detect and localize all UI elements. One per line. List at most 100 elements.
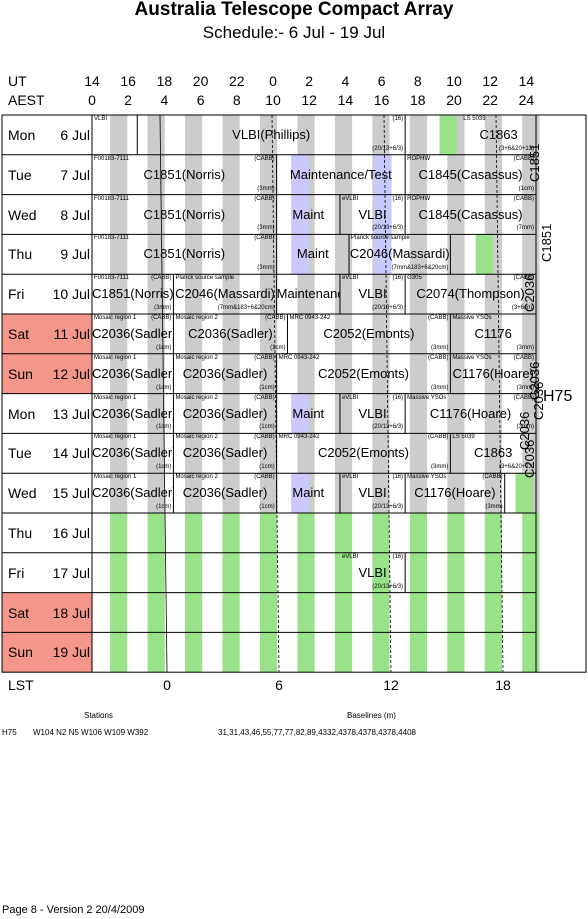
block-frequency-tag: (7mm) <box>516 225 534 232</box>
block-project-label: Maint <box>296 247 329 262</box>
day-name: Wed <box>8 485 37 502</box>
block-backend-tag: (16) <box>392 553 404 560</box>
day-date: 11 Jul <box>53 326 90 342</box>
ut-tick-label: 2 <box>305 73 314 89</box>
block-project-label: C2046(Massardi) <box>349 247 450 262</box>
block-project-label: VLBI(Phillips) <box>232 128 311 142</box>
block-backend-tag: (CABB) <box>151 315 172 321</box>
day-date: 10 Jul <box>52 286 90 303</box>
block-source-name: eVLBI <box>341 474 359 481</box>
block-source-name: LS 5039 <box>463 116 486 122</box>
day-date: 8 Jul <box>60 206 90 223</box>
side-project-label: C2036 <box>522 273 537 312</box>
block-source-name: MRC 0943-242 <box>278 354 320 361</box>
block-frequency-tag: (3mm) <box>154 305 172 311</box>
block-frequency-tag: (1cm) <box>518 185 534 192</box>
side-project-label: C1851 <box>527 143 542 182</box>
block-frequency-tag: (3mm) <box>257 185 275 192</box>
aest-tick-label: 14 <box>337 92 354 108</box>
block-project-label: Maint <box>292 406 325 421</box>
day-date: 14 Jul <box>52 445 90 462</box>
block-frequency-tag: (3mm) <box>516 344 534 351</box>
day-date: 18 Jul <box>52 604 90 621</box>
block-source-name: Mosaic region 2 <box>175 315 218 321</box>
block-frequency-tag: (20/13+6/3) <box>372 504 404 510</box>
ut-tick-label: 14 <box>518 73 535 89</box>
day-date: 12 Jul <box>52 365 90 382</box>
block-project-label: C1845(Casassus) <box>418 167 523 182</box>
page-footer: Page 8 - Version 2 20/4/2009 <box>2 904 145 916</box>
blue-band <box>291 473 309 513</box>
block-backend-tag: (16) <box>392 474 404 481</box>
aest-tick-label: 6 <box>196 92 205 108</box>
block-source-name: Massive YSOs <box>407 474 447 481</box>
block-frequency-tag: (1cm) <box>259 384 275 391</box>
block-project-label: C1851(Norris) <box>143 207 226 222</box>
block-source-name: Mosaic region 2 <box>175 394 218 401</box>
block-backend-tag: (CABB) <box>513 275 534 282</box>
block-project-label: VLBI <box>358 207 387 222</box>
weekend-highlight <box>2 632 92 673</box>
block-backend-tag: (CABB) <box>513 394 534 401</box>
block-backend-tag: (CABB) <box>151 275 172 282</box>
block-frequency-tag: (1cm) <box>259 424 275 431</box>
block-project-label: C2036(Sadler) <box>182 366 268 381</box>
block-project-label: C1176 <box>474 327 512 341</box>
block-frequency-tag: (1cm) <box>156 424 172 431</box>
block-source-name: LS 5039 <box>452 434 475 441</box>
day-date: 16 Jul <box>52 525 90 541</box>
block-backend-tag: (CABB) <box>254 434 275 441</box>
block-project-label: C1851(Norris) <box>143 167 226 182</box>
block-project-label: C2036(Sadler) <box>92 406 174 421</box>
block-project-label: C1845(Casassus) <box>418 207 523 222</box>
blue-band <box>291 154 309 275</box>
block-project-label: C2036(Sadler) <box>182 406 268 421</box>
block-project-label: Maint <box>292 486 325 501</box>
block-backend-tag: (16) <box>392 195 404 202</box>
block-frequency-tag: (20/13+6/3) <box>372 145 404 152</box>
block-backend-tag: (16) <box>392 394 404 401</box>
green-band <box>515 473 533 513</box>
lst-line <box>495 114 504 673</box>
block-project-label: C1176(Hoare) <box>452 366 534 381</box>
block-source-name: eVLBI <box>341 275 359 282</box>
block-frequency-tag: (3mm) <box>516 424 534 431</box>
block-source-name: ROPHW <box>407 155 431 162</box>
ut-axis-label: UT <box>8 73 27 89</box>
block-source-name: F00183-7111 <box>94 195 129 202</box>
block-project-label: C2046(Massardi) <box>175 287 275 302</box>
block-source-name: eVLBI <box>341 394 359 401</box>
block-source-name: F00183-7111 <box>94 155 129 162</box>
day-name: Mon <box>8 127 36 143</box>
block-frequency-tag: (1cm) <box>156 504 172 510</box>
day-name: Sat <box>8 326 30 342</box>
block-project-label: VLBI <box>358 565 387 580</box>
green-band <box>475 234 493 275</box>
stations-config: H75 <box>2 728 17 737</box>
block-project-label: VLBI <box>358 406 387 421</box>
block-project-label: C1851(Norris) <box>143 247 226 262</box>
block-backend-tag: (CABB) <box>254 195 275 202</box>
aest-tick-label: 8 <box>232 92 241 108</box>
block-source-name: MRC 0943-242 <box>278 434 320 441</box>
day-name: Fri <box>8 564 25 581</box>
blue-band <box>374 154 392 275</box>
block-source-name: F00183-7111 <box>94 235 129 242</box>
stations-header: Stations <box>84 711 113 720</box>
block-frequency-tag: (3mm) <box>485 504 503 510</box>
block-frequency-tag: (3mm) <box>431 464 449 471</box>
aest-tick-label: 4 <box>160 92 169 108</box>
block-frequency-tag: (20/13+6/3) <box>372 225 404 232</box>
day-name: Sun <box>8 644 33 661</box>
block-backend-tag: (CABB) <box>513 195 534 202</box>
day-date: 6 Jul <box>60 127 90 143</box>
block-project-label: C2074(Thompson) <box>416 287 525 302</box>
aest-axis-label: AEST <box>8 92 45 108</box>
block-source-name: Mosaic region 1 <box>94 394 137 401</box>
block-frequency-tag: (1cm) <box>156 384 172 391</box>
ut-tick-label: 0 <box>269 73 277 89</box>
aest-tick-label: 24 <box>518 92 535 108</box>
block-project-label: C1176(Hoare) <box>414 486 496 501</box>
block-source-name: VLBI <box>94 116 108 122</box>
ut-tick-label: 8 <box>413 73 422 89</box>
